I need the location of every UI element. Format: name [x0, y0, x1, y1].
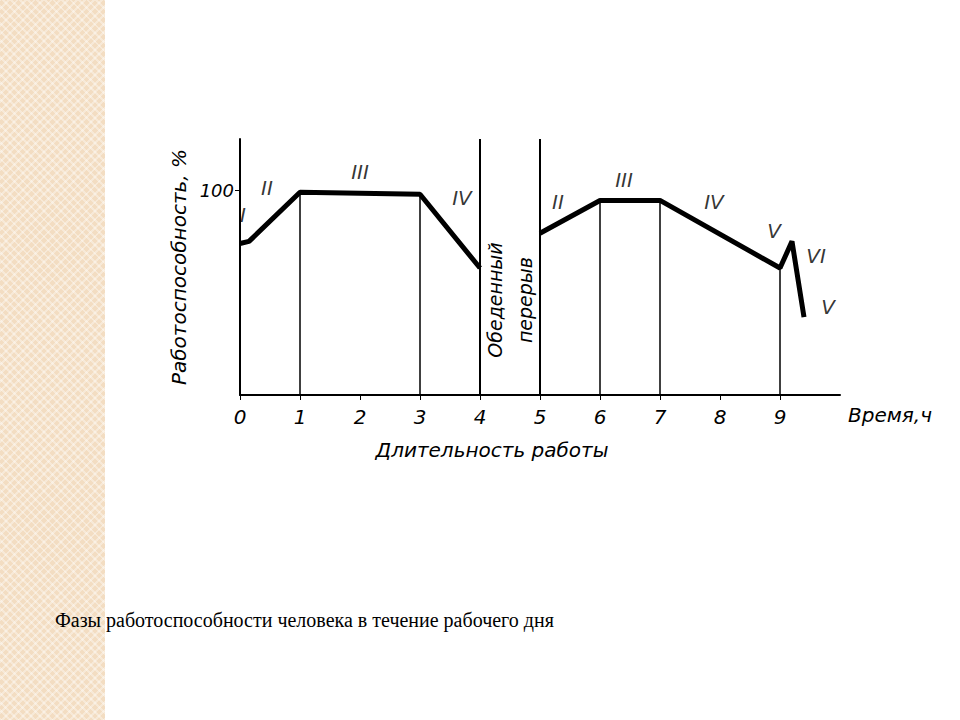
svg-text:5: 5 [534, 405, 547, 429]
svg-text:100: 100 [200, 180, 234, 201]
svg-text:Обеденный: Обеденный [484, 242, 506, 357]
svg-text:Работоспособность, %: Работоспособность, % [167, 149, 191, 385]
svg-text:I: I [240, 203, 246, 227]
svg-text:4: 4 [474, 405, 487, 429]
svg-text:6: 6 [594, 405, 607, 429]
svg-text:перерыв: перерыв [514, 257, 536, 343]
svg-text:II: II [552, 190, 564, 214]
svg-text:9: 9 [774, 405, 787, 429]
svg-text:7: 7 [654, 405, 667, 429]
svg-text:8: 8 [714, 405, 727, 429]
svg-text:IV: IV [704, 190, 725, 214]
svg-text:VI: VI [806, 244, 826, 268]
svg-text:II: II [261, 176, 273, 200]
svg-text:2: 2 [354, 405, 367, 429]
svg-text:Длительность работы: Длительность работы [375, 438, 609, 462]
svg-text:Фазы работоспособности человек: Фазы работоспособности человека в течени… [55, 609, 554, 632]
svg-text:Время,ч: Время,ч [848, 403, 932, 427]
svg-text:III: III [351, 160, 369, 184]
svg-text:1: 1 [294, 405, 307, 429]
svg-text:IV: IV [452, 186, 473, 210]
svg-text:3: 3 [414, 405, 427, 429]
svg-text:III: III [615, 168, 633, 192]
svg-text:V: V [821, 295, 836, 319]
svg-text:V: V [767, 219, 782, 243]
svg-text:0: 0 [234, 405, 247, 429]
